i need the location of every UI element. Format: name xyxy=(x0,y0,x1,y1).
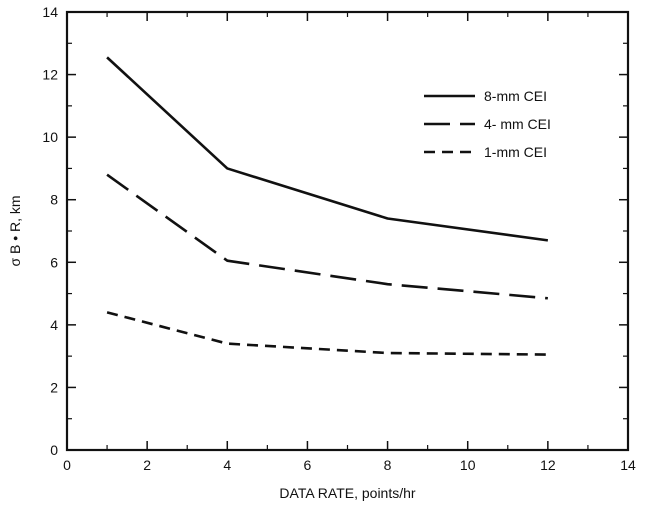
y-axis-title: σ B • R, km xyxy=(7,195,23,266)
plot-frame xyxy=(65,10,630,452)
y-tick-label: 10 xyxy=(42,129,58,145)
y-tick-label: 12 xyxy=(42,67,58,83)
x-tick-label: 14 xyxy=(620,457,636,473)
series-line-3 xyxy=(106,311,548,356)
axis-ticks: 0 2 4 6 8 10 12 14 0 2 4 6 8 10 12 14 xyxy=(42,4,636,473)
legend-label-1: 8-mm CEI xyxy=(484,88,547,104)
x-tick-label: 12 xyxy=(540,457,556,473)
y-tick-label: 0 xyxy=(50,442,58,458)
x-tick-label: 0 xyxy=(63,457,71,473)
y-tick-label: 4 xyxy=(50,317,58,333)
y-tick-label: 14 xyxy=(42,4,58,20)
x-tick-label: 2 xyxy=(143,457,151,473)
x-tick-label: 8 xyxy=(384,457,392,473)
legend-label-2: 4- mm CEI xyxy=(484,116,551,132)
x-tick-label: 10 xyxy=(460,457,476,473)
legend-label-3: 1-mm CEI xyxy=(484,144,547,160)
series-line-1 xyxy=(106,56,549,242)
legend: 8-mm CEI 4- mm CEI 1-mm CEI xyxy=(424,88,551,160)
y-tick-label: 8 xyxy=(50,192,58,208)
x-axis-title: DATA RATE, points/hr xyxy=(279,485,415,501)
axes xyxy=(65,10,630,452)
x-tick-label: 6 xyxy=(304,457,312,473)
series-lines xyxy=(106,56,549,356)
y-tick-label: 2 xyxy=(50,379,58,395)
x-tick-label: 4 xyxy=(223,457,231,473)
y-tick-label: 6 xyxy=(50,254,58,270)
series-line-2 xyxy=(106,173,548,300)
